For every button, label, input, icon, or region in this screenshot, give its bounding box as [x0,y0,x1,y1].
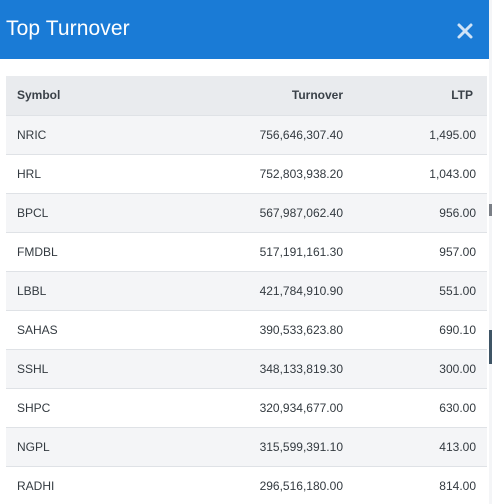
table-row[interactable]: RADHI 296,516,180.00 814.00 [6,466,487,504]
table-row[interactable]: SHPC 320,934,677.00 630.00 [6,388,487,427]
cell-turnover: 567,987,062.40 [259,205,343,220]
modal-header: Top Turnover [0,0,489,59]
cell-symbol: SAHAS [17,322,58,337]
table-row[interactable]: SAHAS 390,533,623.80 690.10 [6,310,487,349]
cell-turnover: 296,516,180.00 [259,478,343,493]
cell-ltp: 300.00 [439,361,476,376]
cell-symbol: NRIC [17,127,47,142]
table-row[interactable]: BPCL 567,987,062.40 956.00 [6,193,487,232]
modal-title: Top Turnover [6,17,130,40]
cell-symbol: HRL [17,166,42,181]
table-row[interactable]: HRL 752,803,938.20 1,043.00 [6,154,487,193]
cell-ltp: 630.00 [439,400,476,415]
table-row[interactable]: SSHL 348,133,819.30 300.00 [6,349,487,388]
cell-turnover: 315,599,391.10 [259,439,343,454]
cell-ltp: 1,043.00 [429,166,476,181]
cell-turnover: 320,934,677.00 [259,400,343,415]
table-body: NRIC 756,646,307.40 1,495.00 HRL 752,803… [6,115,487,504]
cell-turnover: 348,133,819.30 [259,361,343,376]
cell-ltp: 957.00 [439,244,476,259]
table-row[interactable]: NRIC 756,646,307.40 1,495.00 [6,115,487,154]
column-header-ltp[interactable]: LTP [451,88,473,103]
cell-symbol: RADHI [17,478,55,493]
page-backdrop-edge [489,0,492,504]
cell-symbol: FMDBL [17,244,58,259]
table-row[interactable]: LBBL 421,784,910.90 551.00 [6,271,487,310]
cell-ltp: 413.00 [439,439,476,454]
cell-turnover: 752,803,938.20 [259,166,343,181]
cell-symbol: NGPL [17,439,50,454]
cell-symbol: SHPC [17,400,51,415]
table-header-row: Symbol Turnover LTP [6,76,487,115]
cell-turnover: 390,533,623.80 [259,322,343,337]
backdrop-fragment [489,204,492,216]
turnover-table-container: Symbol Turnover LTP NRIC 756,646,307.40 … [6,76,487,504]
cell-ltp: 551.00 [439,283,476,298]
close-icon[interactable] [455,21,475,41]
cell-symbol: SSHL [17,361,49,376]
cell-turnover: 421,784,910.90 [259,283,343,298]
cell-turnover: 517,191,161.30 [259,244,343,259]
cell-ltp: 690.10 [439,322,476,337]
table-row[interactable]: NGPL 315,599,391.10 413.00 [6,427,487,466]
table-row[interactable]: FMDBL 517,191,161.30 957.00 [6,232,487,271]
cell-turnover: 756,646,307.40 [259,127,343,142]
column-header-turnover[interactable]: Turnover [291,88,343,103]
cell-ltp: 814.00 [439,478,476,493]
cell-symbol: LBBL [17,283,47,298]
cell-symbol: BPCL [17,205,49,220]
backdrop-fragment [489,330,492,364]
column-header-symbol[interactable]: Symbol [17,88,61,103]
cell-ltp: 956.00 [439,205,476,220]
turnover-table: Symbol Turnover LTP NRIC 756,646,307.40 … [6,76,487,504]
cell-ltp: 1,495.00 [429,127,476,142]
